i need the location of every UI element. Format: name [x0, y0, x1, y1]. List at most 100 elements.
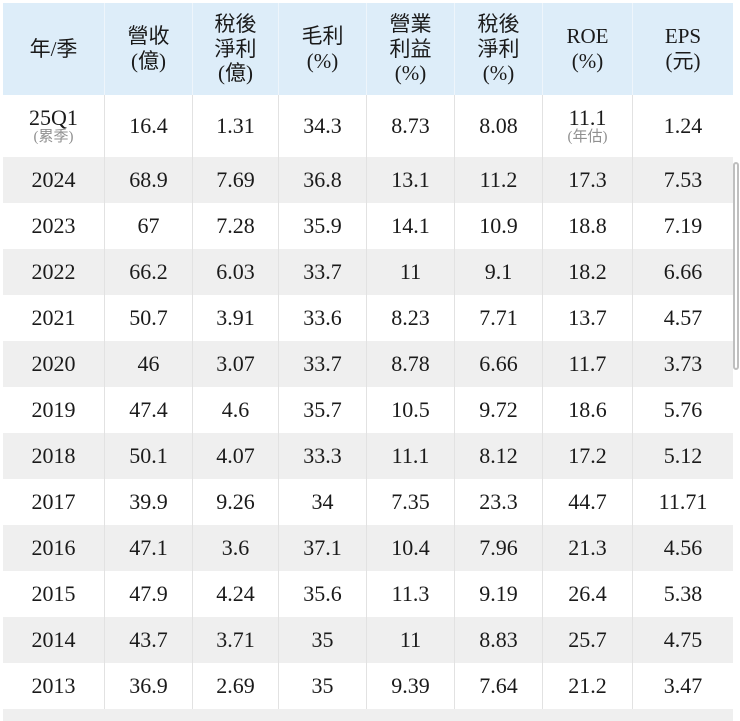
- cell-value: 2013: [31, 673, 76, 699]
- cell-value: 7.19: [663, 213, 703, 239]
- cell-value: 7.64: [479, 673, 518, 699]
- cell-value: 2015: [31, 581, 76, 607]
- cell-value: 3.6: [221, 535, 250, 561]
- cell-value: 47.4: [129, 397, 168, 423]
- cell-value: 17.2: [568, 443, 607, 469]
- cell-revenue: 46: [105, 341, 193, 387]
- cell-revenue: 68.9: [105, 157, 193, 203]
- cell-value: 67: [137, 213, 160, 239]
- cell-value: 36.9: [129, 673, 168, 699]
- cell-year: 2019: [3, 387, 105, 433]
- cell-value: 47.9: [129, 581, 168, 607]
- cell-net-income: 2.69: [193, 663, 279, 709]
- cell-gross-margin: 34.3: [279, 95, 367, 157]
- cell-value: 7.53: [663, 167, 703, 193]
- financial-table-page: 年/季 營收 (億) 稅後 淨利 (億) 毛利 (%) 營業 利益 (%) 稅後 淨利 (…: [3, 0, 740, 721]
- cell-value: 3.47: [663, 673, 703, 699]
- cell-roe: 25.7: [543, 617, 633, 663]
- cell-eps: 4.56: [633, 525, 733, 571]
- cell-gross-margin: 35.6: [279, 571, 367, 617]
- cell-value: 2019: [31, 397, 76, 423]
- cell-value: 10.5: [391, 397, 430, 423]
- cell-value: 68.9: [129, 167, 168, 193]
- table-row: 2022 66.2 6.03 33.7 11 9.1 18.2 6.66: [3, 249, 733, 295]
- cell-value: 7.28: [216, 213, 255, 239]
- cell-value: 46: [137, 351, 160, 377]
- scrollbar-track[interactable]: [733, 0, 740, 699]
- cell-value: 21.2: [568, 673, 607, 699]
- cell-revenue: 47.9: [105, 571, 193, 617]
- cell-year: 2023: [3, 203, 105, 249]
- cell-roe: 18.8: [543, 203, 633, 249]
- cell-value: 35: [311, 627, 334, 653]
- cell-roe: 21.3: [543, 525, 633, 571]
- cell-value: 26.4: [568, 581, 607, 607]
- cell-note: (年估): [567, 129, 608, 146]
- cell-value: 34.3: [303, 113, 342, 139]
- cell-op-margin: 14.1: [367, 203, 455, 249]
- cell-value: 11: [399, 259, 422, 285]
- cell-value: 34: [311, 489, 334, 515]
- cell-value: 16.4: [129, 113, 168, 139]
- cell-net-income: 7.69: [193, 157, 279, 203]
- cell-value: 39.9: [129, 489, 168, 515]
- cell-year: 25Q1 (累季): [3, 95, 105, 157]
- cell-roe: 44.7: [543, 479, 633, 525]
- cell-year: 2022: [3, 249, 105, 295]
- cell-value: 25Q1: [29, 105, 78, 131]
- cell-year: 2015: [3, 571, 105, 617]
- cell-value: 2016: [31, 535, 76, 561]
- table-row: 2013 36.9 2.69 35 9.39 7.64 21.2 3.47: [3, 663, 733, 709]
- cell-value: 25.7: [568, 627, 607, 653]
- cell-net-margin: 10.9: [455, 203, 543, 249]
- cell-value: 2.69: [216, 673, 255, 699]
- cell-op-margin: 11.1: [367, 433, 455, 479]
- cell-value: 6.66: [479, 351, 518, 377]
- cell-revenue: 50.1: [105, 433, 193, 479]
- table-row: 2021 50.7 3.91 33.6 8.23 7.71 13.7 4.57: [3, 295, 733, 341]
- cell-net-margin: 9.1: [455, 249, 543, 295]
- cell-value: 9.26: [216, 489, 255, 515]
- cell-net-income: 3.07: [193, 341, 279, 387]
- cell-value: 11.71: [658, 489, 708, 515]
- cell-value: 66.2: [129, 259, 168, 285]
- cell-gross-margin: 33.7: [279, 249, 367, 295]
- table-body: 25Q1 (累季) 16.4 1.31 34.3 8.73 8.08 11.1 (年估) 1.24…: [3, 95, 733, 709]
- cell-eps: 4.57: [633, 295, 733, 341]
- cell-gross-margin: 33.7: [279, 341, 367, 387]
- cell-value: 33.6: [303, 305, 342, 331]
- cell-eps: 11.71: [633, 479, 733, 525]
- cell-year: 2013: [3, 663, 105, 709]
- cell-value: 35.6: [303, 581, 342, 607]
- cell-revenue: 16.4: [105, 95, 193, 157]
- cell-gross-margin: 35: [279, 663, 367, 709]
- cell-value: 13.7: [568, 305, 607, 331]
- cell-value: 4.75: [663, 627, 703, 653]
- cell-year: 2017: [3, 479, 105, 525]
- header-cell-eps: EPS (元): [664, 24, 702, 73]
- cell-value: 9.72: [479, 397, 518, 423]
- cell-value: 3.91: [216, 305, 255, 331]
- cell-value: 11.1: [391, 443, 430, 469]
- table-row: 2014 43.7 3.71 35 11 8.83 25.7 4.75: [3, 617, 733, 663]
- table-row: 2024 68.9 7.69 36.8 13.1 11.2 17.3 7.53: [3, 157, 733, 203]
- cell-value: 43.7: [129, 627, 168, 653]
- table-row: 2015 47.9 4.24 35.6 11.3 9.19 26.4 5.38: [3, 571, 733, 617]
- cell-value: 35.7: [303, 397, 342, 423]
- header-row: 年/季 營收 (億) 稅後 淨利 (億) 毛利 (%) 營業 利益 (%) 稅後 淨利 (…: [3, 3, 733, 95]
- cell-value: 8.23: [391, 305, 430, 331]
- cell-value: 11.2: [479, 167, 518, 193]
- cell-net-income: 4.24: [193, 571, 279, 617]
- scrollbar-thumb[interactable]: [733, 162, 739, 370]
- cell-net-income: 4.07: [193, 433, 279, 479]
- cell-value: 50.7: [129, 305, 168, 331]
- cell-year: 2024: [3, 157, 105, 203]
- financial-table: 年/季 營收 (億) 稅後 淨利 (億) 毛利 (%) 營業 利益 (%) 稅後 淨利 (…: [3, 3, 733, 721]
- cell-value: 5.12: [663, 443, 703, 469]
- cell-op-margin: 8.23: [367, 295, 455, 341]
- cell-value: 11.7: [568, 351, 607, 377]
- header-cell-gross-margin: 毛利 (%): [279, 3, 367, 95]
- cell-value: 6.66: [663, 259, 703, 285]
- cell-op-margin: 10.5: [367, 387, 455, 433]
- cell-value: 35.9: [303, 213, 342, 239]
